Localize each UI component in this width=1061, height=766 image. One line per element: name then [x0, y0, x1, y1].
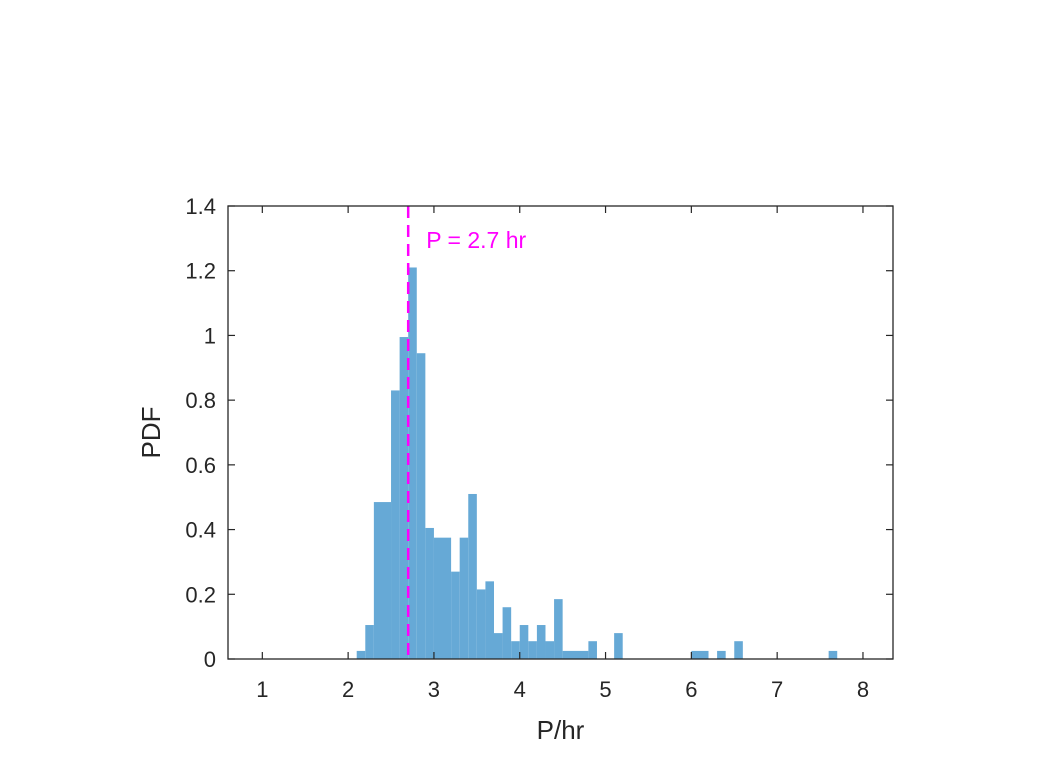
histogram-bar-8: [433, 537, 452, 659]
x-axis-ticks: 1 2 3 4 5 6 7 8: [256, 206, 869, 702]
histogram-bar-17: [519, 625, 529, 659]
histogram-bar-24: [614, 633, 623, 659]
histogram-bar-10: [459, 537, 469, 659]
histogram-bar-7: [425, 527, 434, 659]
y-tick-label: 0.4: [185, 518, 216, 543]
x-tick-label: 1: [256, 677, 268, 702]
histogram-bar-18: [528, 641, 537, 659]
y-tick-label: 0.2: [185, 582, 216, 607]
x-tick-label: 7: [771, 677, 783, 702]
y-tick-label: 0.6: [185, 453, 216, 478]
histogram-bar-1: [365, 625, 374, 659]
x-tick-label: 5: [599, 677, 611, 702]
histogram-bar-13: [485, 581, 494, 659]
histogram-bar-26: [717, 650, 726, 659]
y-tick-label: 0: [204, 647, 216, 672]
histogram-bar-4: [399, 337, 409, 659]
histogram-bar-3: [391, 390, 400, 659]
y-tick-label: 1: [204, 323, 216, 348]
histogram-bar-19: [536, 625, 546, 659]
histogram-bar-15: [502, 607, 512, 659]
bars-group: [356, 267, 838, 659]
histogram-bar-21: [554, 599, 563, 659]
histogram-bar-5: [408, 267, 417, 659]
histogram-bar-2: [373, 502, 392, 659]
histogram-bar-0: [356, 650, 366, 659]
histogram-bar-28: [828, 650, 838, 659]
y-tick-label: 0.8: [185, 388, 216, 413]
histogram-bar-22: [562, 650, 589, 659]
histogram-bar-6: [416, 353, 426, 659]
y-axis-label: PDF: [136, 407, 166, 459]
x-tick-label: 3: [428, 677, 440, 702]
histogram-bar-14: [494, 633, 503, 659]
x-tick-label: 2: [342, 677, 354, 702]
histogram-bar-25: [691, 650, 709, 659]
x-tick-label: 8: [857, 677, 869, 702]
histogram-bar-23: [588, 641, 597, 659]
histogram-bar-11: [468, 493, 477, 659]
y-axis-ticks: 0 0.2 0.4 0.6 0.8 1 1.2 1.4: [185, 194, 893, 672]
y-tick-label: 1.2: [185, 259, 216, 284]
plot-frame: [227, 205, 894, 660]
histogram-bar-16: [511, 641, 520, 659]
x-axis-label: P/hr: [537, 715, 585, 745]
histogram-bar-9: [451, 571, 460, 659]
histogram-bar-12: [476, 589, 486, 659]
histogram-bar-20: [545, 641, 555, 659]
x-tick-label: 4: [514, 677, 526, 702]
x-tick-label: 6: [685, 677, 697, 702]
reference-annotation: P = 2.7 hr: [426, 227, 526, 253]
histogram-bar-27: [734, 641, 743, 659]
y-tick-label: 1.4: [185, 194, 216, 219]
